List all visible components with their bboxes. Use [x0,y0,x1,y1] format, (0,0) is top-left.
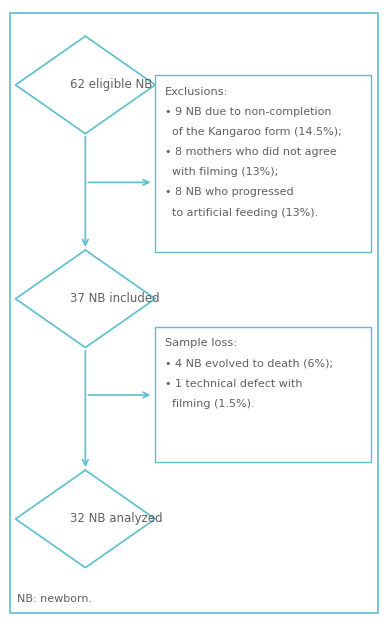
Text: Sample loss:: Sample loss: [165,338,237,348]
Text: 37 NB included: 37 NB included [70,292,159,305]
Text: of the Kangaroo form (14.5%);: of the Kangaroo form (14.5%); [165,127,342,137]
Polygon shape [16,250,155,347]
Text: • 9 NB due to non-completion: • 9 NB due to non-completion [165,107,331,117]
Text: with filming (13%);: with filming (13%); [165,167,278,177]
Polygon shape [16,36,155,134]
Text: • 4 NB evolved to death (6%);: • 4 NB evolved to death (6%); [165,359,333,369]
Text: • 8 mothers who did not agree: • 8 mothers who did not agree [165,147,337,157]
Polygon shape [16,470,155,567]
FancyBboxPatch shape [155,75,371,252]
Text: • 1 technical defect with: • 1 technical defect with [165,379,302,389]
Text: NB: newborn.: NB: newborn. [17,594,93,604]
Text: Exclusions:: Exclusions: [165,87,229,97]
Text: 32 NB analyzed: 32 NB analyzed [70,513,163,525]
Text: to artificial feeding (13%).: to artificial feeding (13%). [165,208,318,218]
Text: • 8 NB who progressed: • 8 NB who progressed [165,187,294,198]
Text: filming (1.5%).: filming (1.5%). [165,399,255,409]
FancyBboxPatch shape [155,327,371,462]
FancyBboxPatch shape [10,13,378,613]
Text: 62 eligible NB: 62 eligible NB [70,79,152,91]
